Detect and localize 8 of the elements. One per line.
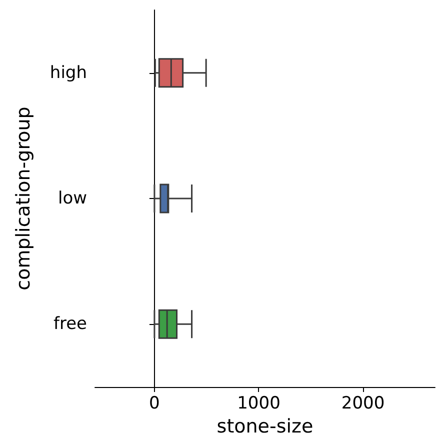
- x-tick-label: 2000: [341, 394, 385, 414]
- y-axis-title: complication-group: [12, 106, 34, 290]
- y-tick-label: free: [53, 314, 87, 334]
- y-tick-label: low: [58, 188, 88, 208]
- y-tick-label: high: [50, 62, 87, 83]
- x-tick-label: 0: [149, 394, 160, 414]
- x-tick-label: 1000: [237, 394, 280, 414]
- x-axis-title: stone-size: [216, 415, 314, 438]
